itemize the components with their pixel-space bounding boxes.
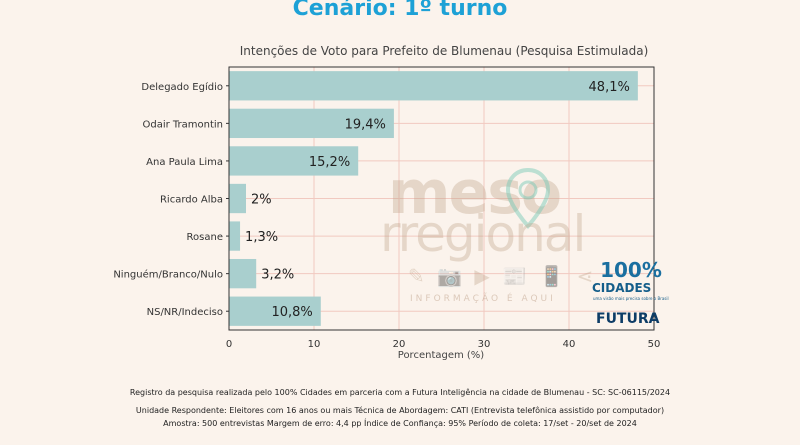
location-pin-icon [505, 168, 551, 229]
x-tick-label: 50 [648, 339, 661, 350]
logo-100-cidades: 100% [600, 258, 662, 282]
value-label: 48,1% [589, 80, 630, 95]
category-label: NS/NR/Indeciso [147, 307, 223, 318]
value-label: 3,2% [261, 268, 294, 283]
footer-registro: Registro da pesquisa realizada pelo 100%… [129, 388, 671, 397]
x-tick-label: 0 [226, 339, 232, 350]
headline: Cenário: 1º turno [292, 0, 508, 21]
value-label: 1,3% [245, 230, 278, 245]
value-label: 15,2% [309, 155, 350, 170]
value-label: 2% [251, 193, 272, 208]
x-tick-label: 10 [308, 339, 321, 350]
watermark-rregional: rregional [380, 205, 586, 263]
plot-frame [228, 66, 655, 331]
x-axis-title: Porcentagem (%) [398, 350, 485, 361]
x-tick-label: 40 [563, 339, 576, 350]
chart-title: Intenções de Voto para Prefeito de Blume… [240, 44, 649, 58]
bar-3 [229, 183, 246, 214]
category-label: Delegado Egídio [141, 81, 223, 93]
bar-1 [229, 108, 394, 139]
category-label: Rosane [187, 232, 223, 243]
bar-4 [229, 221, 241, 251]
bar-2 [229, 146, 359, 176]
bar-6 [229, 296, 321, 326]
category-label: Ana Paula Lima [146, 157, 223, 168]
logo-cidades-text: CIDADES [592, 281, 652, 295]
watermark-media-icons: ✎ 📷 ▶ 📰 📱 ⋖ [408, 264, 597, 288]
category-label: Odair Tramontin [142, 119, 223, 130]
x-tick-label: 30 [478, 339, 491, 350]
bar-0 [229, 71, 638, 101]
watermark-tagline: INFORMAÇÃO É AQUI [410, 294, 556, 304]
value-label: 19,4% [345, 117, 386, 132]
category-label: Ricardo Alba [160, 195, 223, 206]
logo-cidades-tagline: uma visão mais precisa sobre o Brasil [593, 296, 669, 301]
footer-amostra: Amostra: 500 entrevistas Margem de erro:… [163, 419, 637, 428]
value-label: 10,8% [271, 305, 312, 320]
logo-futura: FUTURA [596, 311, 660, 327]
x-tick-label: 20 [393, 339, 406, 350]
bar-5 [229, 258, 257, 289]
footer-unidade: Unidade Respondente: Eleitores com 16 an… [135, 406, 665, 415]
watermark-meso: meso [388, 158, 562, 228]
category-label: Ninguém/Branco/Nulo [113, 269, 223, 281]
